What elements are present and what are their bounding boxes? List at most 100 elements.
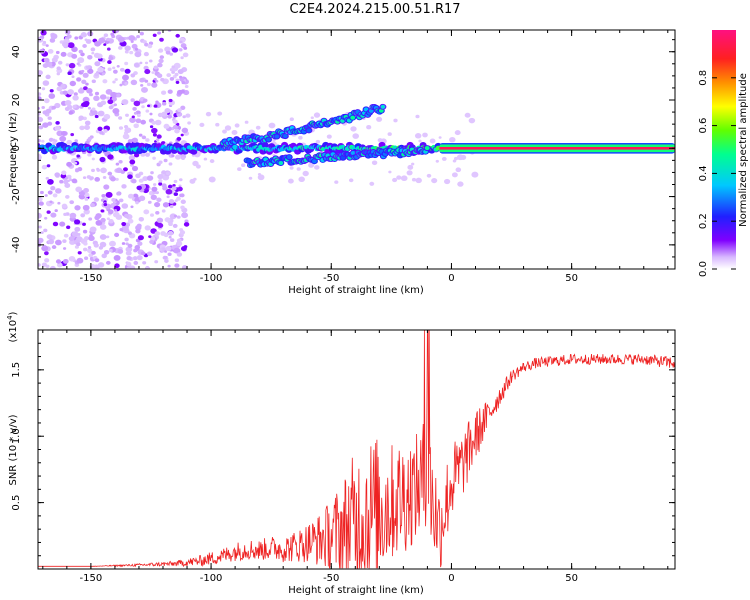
noise-point [138,178,144,183]
noise-point [89,92,93,97]
noise-point [144,61,149,65]
noise-point [158,179,163,183]
noise-point [117,36,125,43]
noise-point [167,230,174,236]
noise-point [103,43,107,46]
noise-point [135,228,141,234]
noise-point [140,84,144,87]
noise-point [165,246,172,252]
noise-point [91,79,96,84]
noise-point [82,222,86,226]
noise-point [189,178,196,184]
noise-point [70,133,75,137]
snr-series-line [38,330,675,569]
noise-point [124,50,129,54]
noise-point [74,36,79,40]
noise-point [147,104,151,108]
noise-point [165,171,171,176]
noise-point [76,77,82,82]
noise-point [59,135,67,142]
noise-point [179,178,183,182]
noise-point [93,52,101,59]
noise-point [83,86,88,91]
noise-point [131,165,139,172]
noise-point [61,170,67,176]
noise-point [244,120,249,124]
noise-point [168,221,173,227]
noise-point [158,182,163,186]
noise-point [165,50,171,55]
noise-point [113,209,118,212]
noise-point [157,174,164,180]
noise-point [103,203,108,207]
noise-point [119,83,123,87]
noise-point [91,168,95,173]
spectrogram-x-ticks: -150 -100 -50 0 50 [42,30,669,284]
noise-point [45,176,50,180]
noise-point [162,202,170,208]
noise-point [122,133,130,140]
noise-point [124,45,131,51]
noise-point [100,198,105,202]
noise-point [195,164,201,169]
noise-point [57,262,63,268]
noise-point [83,187,89,193]
noise-point [426,173,432,178]
noise-point [44,194,48,197]
x-tick-label: -100 [200,573,223,584]
noise-point [134,47,139,51]
spectrogram-panel: -150 -100 -50 0 50 -40 -20 0 20 40 Height of str… [8,29,676,296]
noise-point [113,69,118,74]
noise-point [116,93,121,98]
noise-point [38,212,42,219]
y-tick-label: 40 [11,45,22,58]
noise-point [131,43,138,49]
noise-point [60,51,67,57]
y-tick-label: 1.5 [11,362,22,378]
noise-point [153,77,157,81]
noise-point [82,247,88,252]
noise-point [147,200,152,204]
noise-point [138,216,145,222]
noise-point [40,30,47,36]
noise-point [91,51,95,55]
noise-point [110,176,116,182]
noise-point [208,176,216,183]
noise-point [126,266,131,269]
noise-point [222,129,227,134]
noise-point [171,70,175,74]
noise-point [177,186,183,192]
noise-point [396,175,402,180]
noise-point [154,119,162,126]
snr-y-multiplier: (x104) [6,311,19,342]
noise-point [118,116,123,120]
noise-point [38,237,44,244]
noise-point [68,236,75,242]
noise-point [151,71,155,74]
noise-point [127,139,133,144]
snr-y-label: SNR (10 * v/v) [8,414,19,485]
noise-point [76,257,84,264]
noise-point [369,181,375,186]
noise-point [52,141,57,146]
noise-point [65,194,70,199]
noise-point [107,154,114,160]
noise-point [64,100,72,106]
noise-point [55,239,62,246]
noise-point [103,113,111,120]
colorbar-tick-label: 0.8 [698,70,709,86]
noise-point [117,248,124,254]
noise-point [51,105,56,110]
noise-point [105,191,113,198]
noise-point [180,89,185,94]
noise-point [141,105,145,109]
noise-point [135,201,139,205]
noise-point [125,242,129,246]
noise-point [138,195,146,202]
noise-point [289,117,294,121]
noise-point [173,192,179,196]
y-tick-label: 1.0 [11,428,22,444]
noise-point [124,82,128,85]
noise-point [454,156,458,161]
noise-point [150,194,157,200]
